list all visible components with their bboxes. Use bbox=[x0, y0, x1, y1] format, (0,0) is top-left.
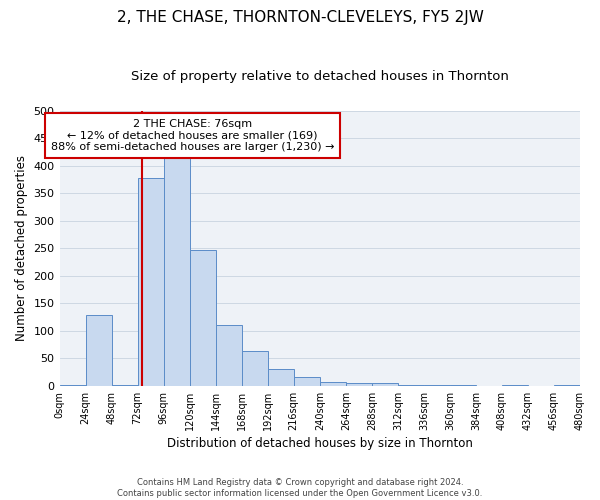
Bar bbox=[268, 370, 294, 386]
Bar bbox=[242, 351, 268, 386]
Bar bbox=[215, 326, 242, 386]
Bar bbox=[450, 385, 476, 386]
Bar bbox=[320, 382, 346, 386]
Bar bbox=[554, 385, 580, 386]
Bar bbox=[59, 385, 86, 386]
Text: Contains HM Land Registry data © Crown copyright and database right 2024.
Contai: Contains HM Land Registry data © Crown c… bbox=[118, 478, 482, 498]
Bar bbox=[86, 316, 112, 386]
X-axis label: Distribution of detached houses by size in Thornton: Distribution of detached houses by size … bbox=[167, 437, 473, 450]
Bar bbox=[137, 178, 164, 386]
Bar bbox=[346, 382, 372, 386]
Bar bbox=[112, 385, 137, 386]
Text: 2 THE CHASE: 76sqm
← 12% of detached houses are smaller (169)
88% of semi-detach: 2 THE CHASE: 76sqm ← 12% of detached hou… bbox=[50, 119, 334, 152]
Y-axis label: Number of detached properties: Number of detached properties bbox=[15, 155, 28, 341]
Bar bbox=[372, 382, 398, 386]
Bar bbox=[190, 250, 215, 386]
Bar bbox=[398, 385, 424, 386]
Bar bbox=[164, 158, 190, 386]
Title: Size of property relative to detached houses in Thornton: Size of property relative to detached ho… bbox=[131, 70, 509, 83]
Bar bbox=[294, 376, 320, 386]
Text: 2, THE CHASE, THORNTON-CLEVELEYS, FY5 2JW: 2, THE CHASE, THORNTON-CLEVELEYS, FY5 2J… bbox=[116, 10, 484, 25]
